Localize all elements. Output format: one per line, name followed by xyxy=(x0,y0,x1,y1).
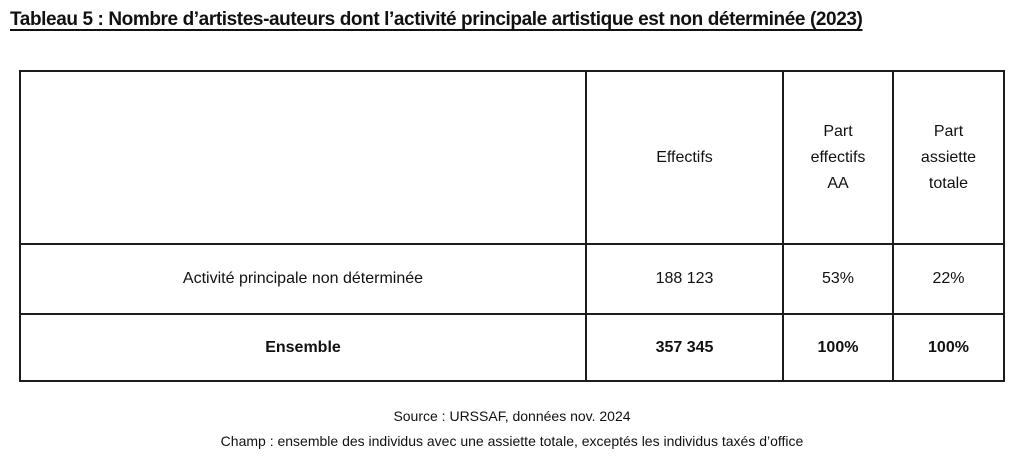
table-header-row: Effectifs Part effectifs AA Part assiett… xyxy=(19,70,1005,245)
header-cell-effectifs: Effectifs xyxy=(585,70,784,245)
cell-part-effectifs-aa: 100% xyxy=(782,313,894,382)
header-cell-part-effectifs-aa: Part effectifs AA xyxy=(782,70,894,245)
header-cell-part-assiette-totale: Part assiette totale xyxy=(892,70,1005,245)
stats-table: Effectifs Part effectifs AA Part assiett… xyxy=(19,70,1005,382)
cell-effectifs: 188 123 xyxy=(585,243,784,315)
table-row-activite-non-determinee: Activité principale non déterminée 188 1… xyxy=(19,243,1005,315)
source-note: Source : URSSAF, données nov. 2024 xyxy=(393,408,631,424)
header-cell-empty xyxy=(19,70,587,245)
table-footnotes: Source : URSSAF, données nov. 2024 Champ… xyxy=(0,404,1024,454)
row-label: Ensemble xyxy=(19,313,587,382)
cell-part-effectifs-aa: 53% xyxy=(782,243,894,315)
row-label: Activité principale non déterminée xyxy=(19,243,587,315)
table-row-ensemble: Ensemble 357 345 100% 100% xyxy=(19,313,1005,382)
champ-note: Champ : ensemble des individus avec une … xyxy=(220,433,804,449)
cell-effectifs: 357 345 xyxy=(585,313,784,382)
cell-part-assiette-totale: 100% xyxy=(892,313,1005,382)
cell-part-assiette-totale: 22% xyxy=(892,243,1005,315)
table-title: Tableau 5 : Nombre d’artistes-auteurs do… xyxy=(10,9,863,30)
